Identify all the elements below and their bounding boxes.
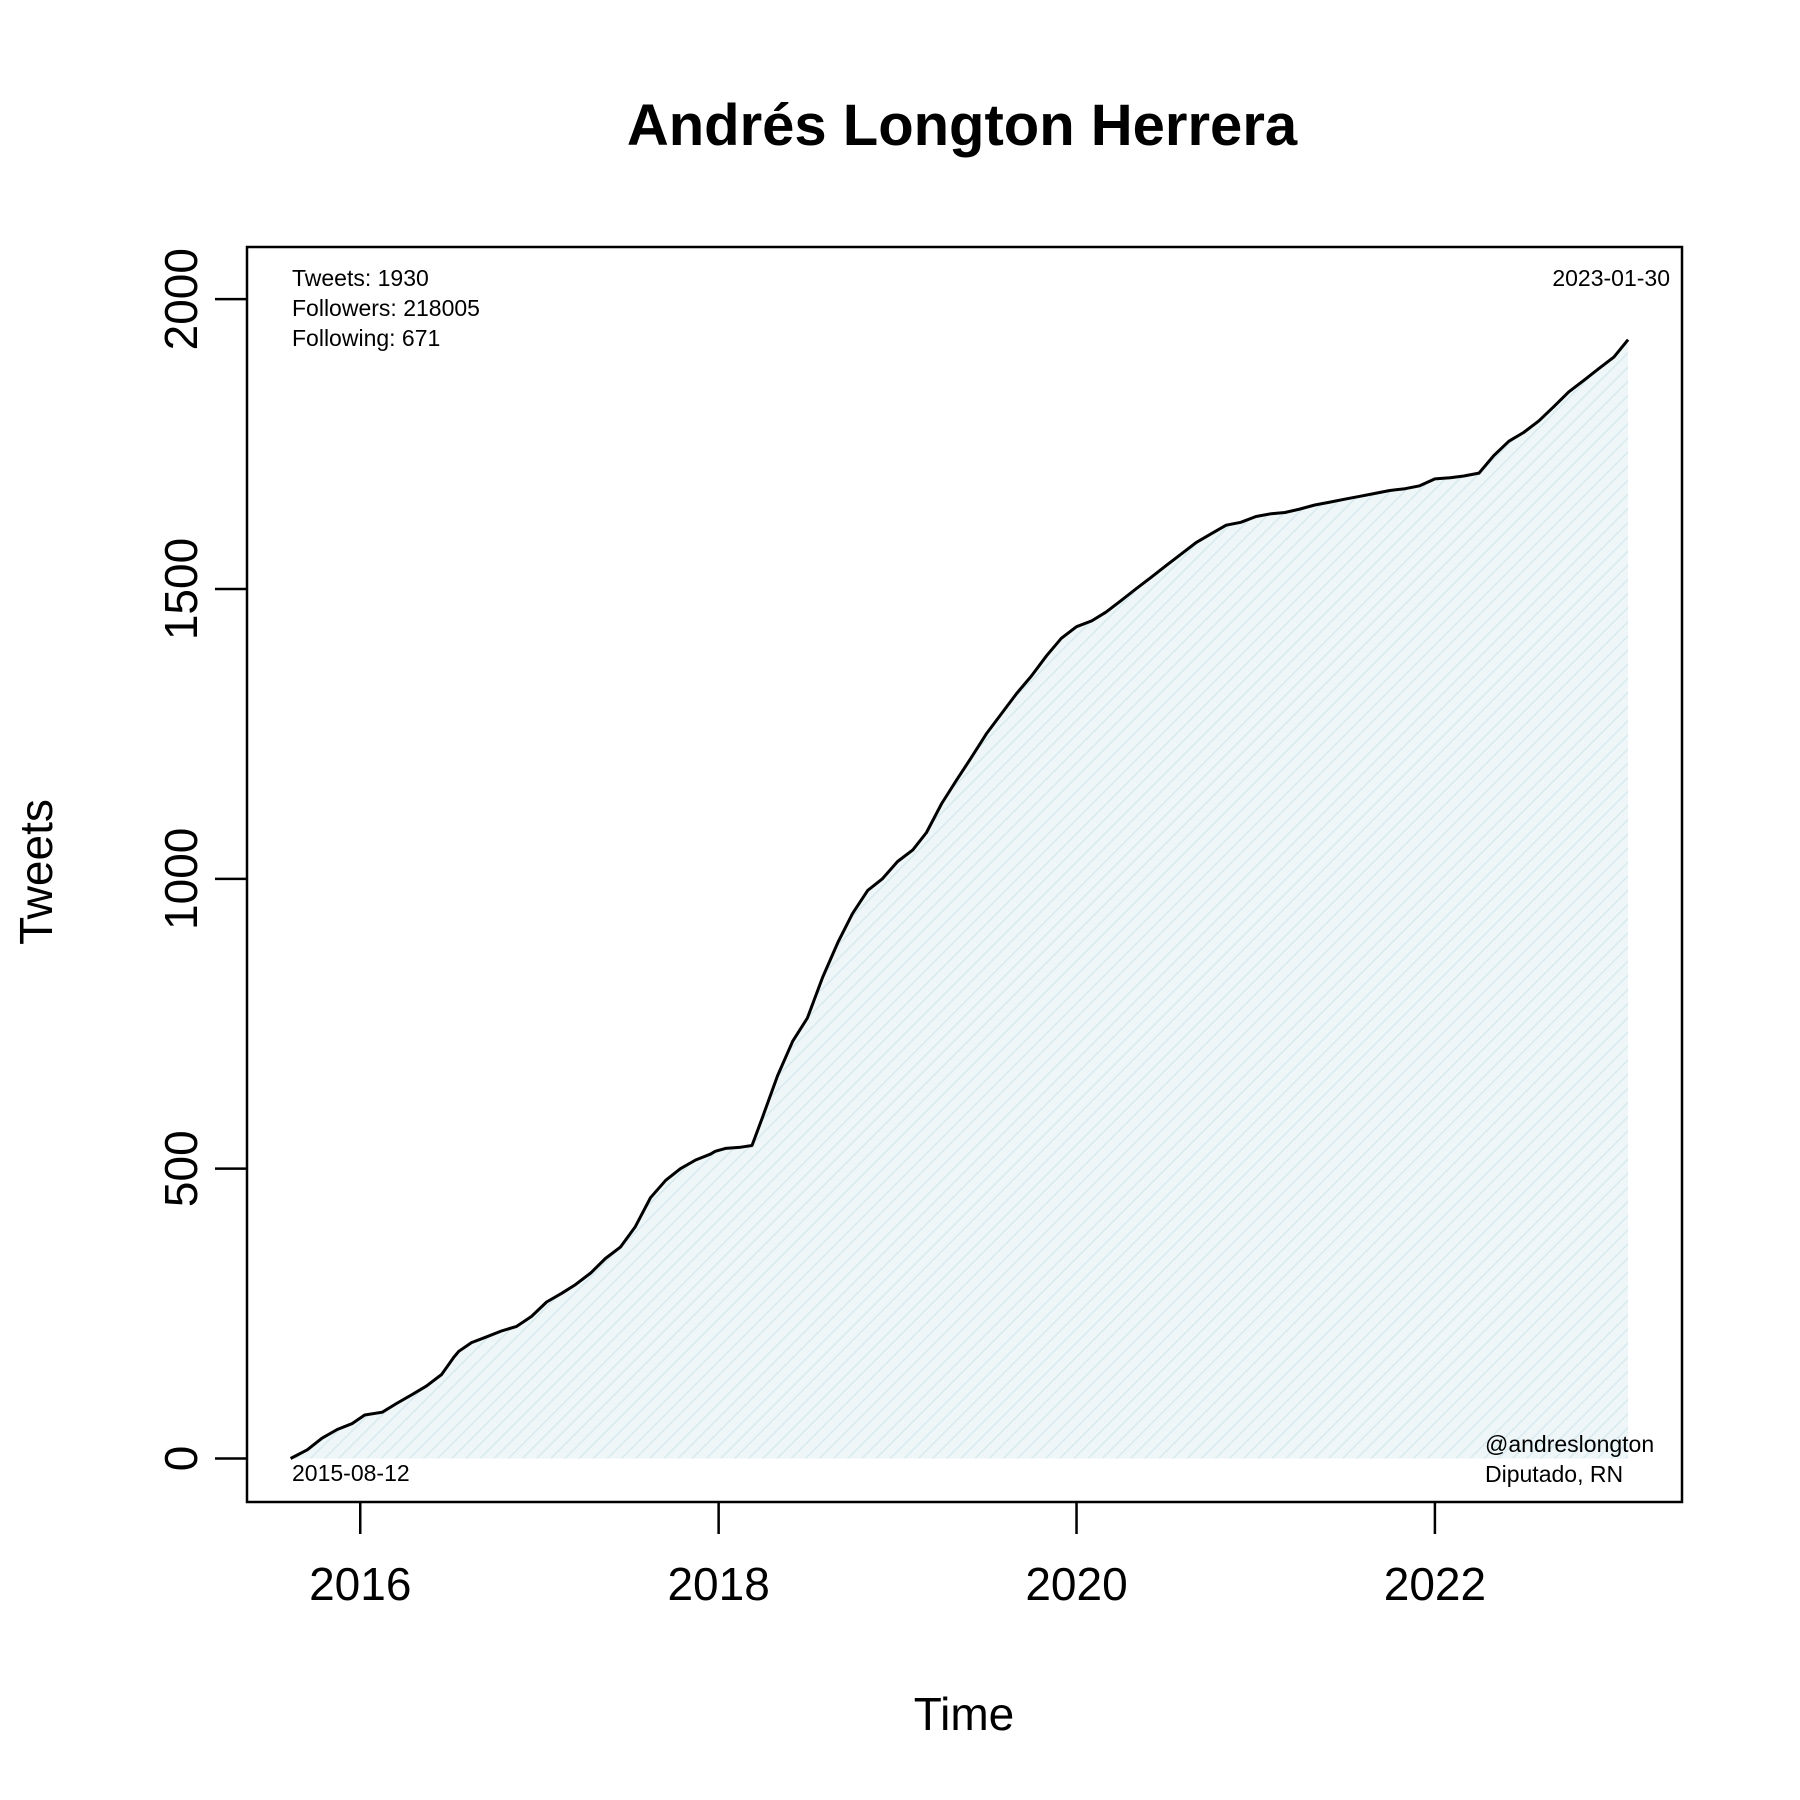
x-axis-title: Time <box>914 1688 1015 1740</box>
x-axis: 2016 2018 2020 2022 <box>309 1502 1486 1610</box>
x-tick-label: 2016 <box>309 1558 411 1610</box>
stats-following: Following: 671 <box>292 325 440 351</box>
end-date-label: 2023-01-30 <box>1552 265 1670 291</box>
account-handle: @andreslongton <box>1485 1431 1654 1457</box>
y-tick-label: 2000 <box>155 248 207 350</box>
account-role: Diputado, RN <box>1485 1461 1623 1487</box>
y-axis: 0 500 1000 1500 2000 <box>155 248 247 1471</box>
cumulative-tweets-line <box>289 338 1630 1460</box>
stats-followers: Followers: 218005 <box>292 295 480 321</box>
x-tick-label: 2020 <box>1025 1558 1127 1610</box>
y-tick-label: 1500 <box>155 538 207 640</box>
y-tick-label: 1000 <box>155 828 207 930</box>
start-date-label: 2015-08-12 <box>292 1460 410 1486</box>
x-tick-label: 2022 <box>1384 1558 1486 1610</box>
y-tick-label: 0 <box>155 1446 207 1472</box>
plot-frame <box>245 245 1684 1504</box>
chart-title: Andrés Longton Herrera <box>627 93 1298 158</box>
stats-tweets: Tweets: 1930 <box>292 265 429 291</box>
y-axis-title: Tweets <box>10 799 62 945</box>
x-tick-label: 2018 <box>667 1558 769 1610</box>
cumulative-area <box>290 339 1629 1459</box>
y-tick-label: 500 <box>155 1130 207 1207</box>
